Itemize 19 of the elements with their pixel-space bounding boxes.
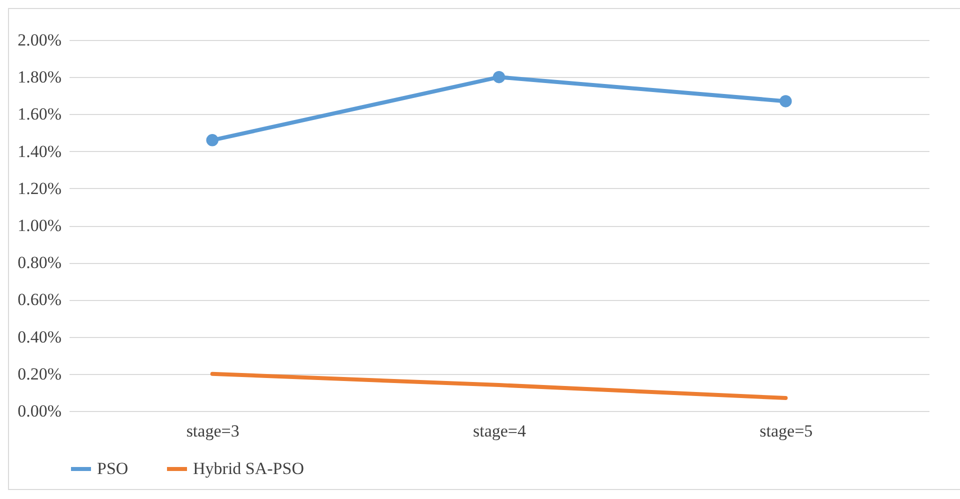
legend-label: Hybrid SA-PSO [193,459,304,478]
y-tick-label: 1.00% [18,216,62,235]
y-tick-label: 0.60% [18,290,62,310]
y-tick-label: 0.00% [18,402,62,420]
legend-label: PSO [97,459,128,478]
y-tick-label: 1.40% [18,142,62,161]
y-tick-label: 1.20% [18,178,62,198]
x-tick-label: stage=3 [186,422,240,440]
x-tick-label: stage=5 [760,422,813,440]
point [780,95,792,108]
y-tick-label: 2.00% [18,30,62,50]
x-tick-label: stage=4 [472,422,526,440]
y-tick-label: 1.80% [18,68,62,87]
point [492,70,506,84]
y-tick-label: 0.20% [18,364,62,384]
point [206,134,218,146]
y-tick-label: 0.40% [18,327,62,346]
y-tick-label: 0.80% [18,253,62,272]
y-tick-label: 1.60% [18,104,62,124]
